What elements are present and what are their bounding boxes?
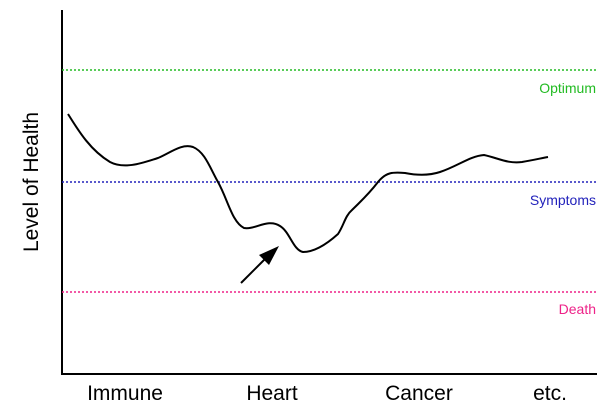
category-etc: etc. — [533, 382, 567, 405]
x-axis-categories: Immune Heart Cancer etc. — [87, 382, 567, 405]
category-immune: Immune — [87, 382, 163, 405]
arrow-annotation — [241, 246, 279, 283]
symptoms-label: Symptoms — [530, 192, 596, 208]
arrow-shaft — [241, 259, 265, 283]
health-level-curve — [68, 114, 548, 252]
category-heart: Heart — [246, 382, 298, 405]
category-cancer: Cancer — [385, 382, 453, 405]
optimum-label: Optimum — [539, 80, 596, 96]
death-label: Death — [559, 301, 596, 317]
reference-lines: Optimum Symptoms Death — [62, 70, 597, 317]
y-axis-label: Level of Health — [20, 112, 43, 252]
